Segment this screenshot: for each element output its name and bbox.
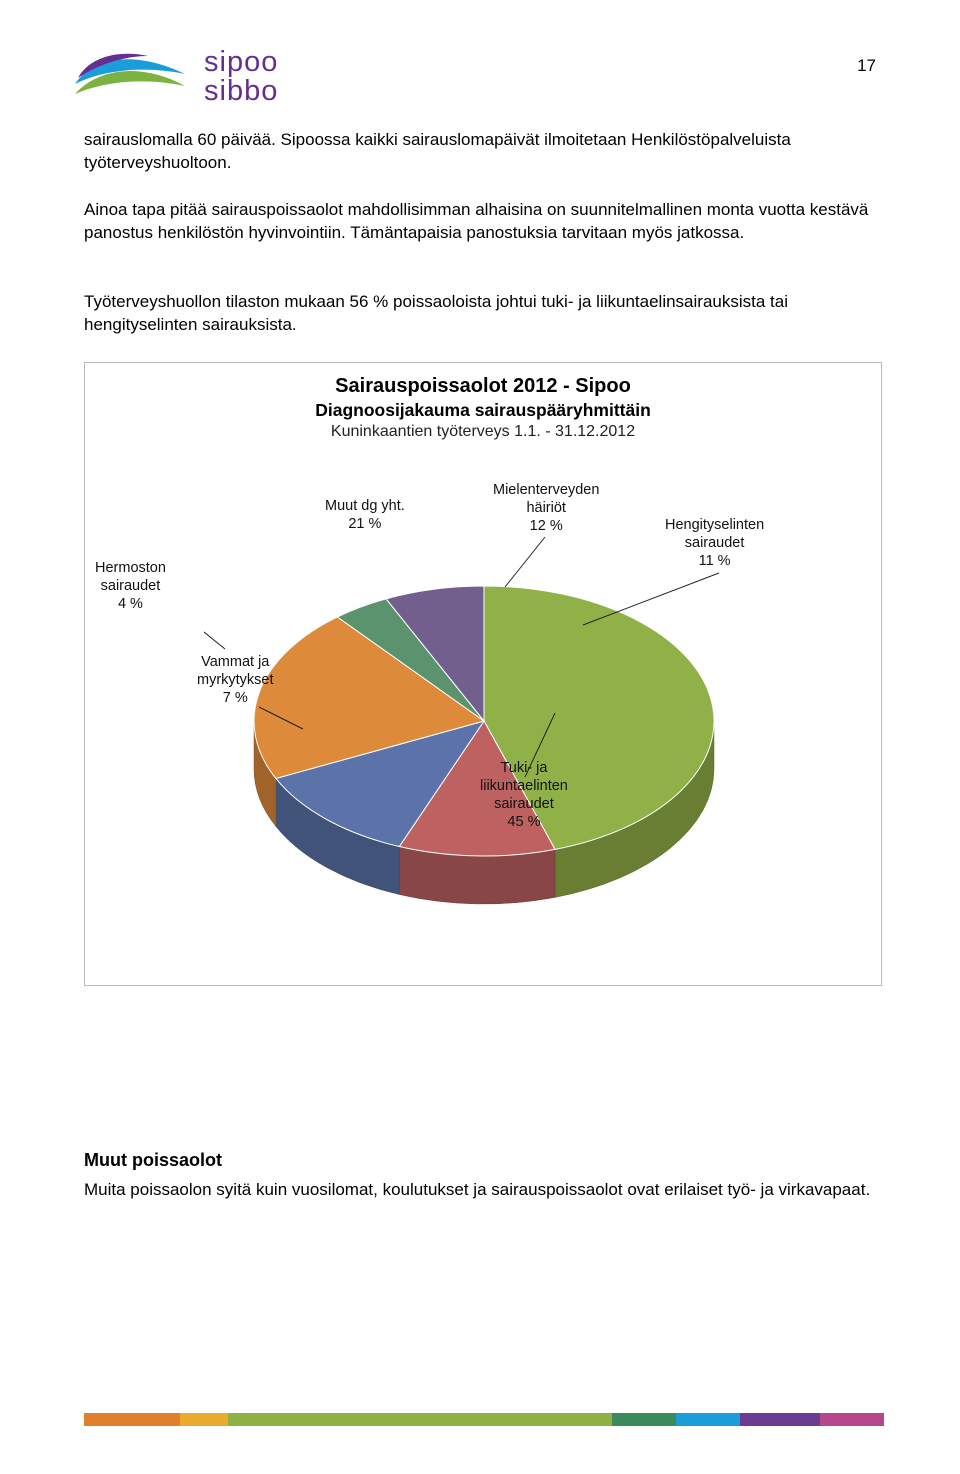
footer-segment <box>676 1413 740 1426</box>
footer-segment <box>180 1413 228 1426</box>
pie-area: Tuki- jaliikuntaelintensairaudet45 % Heng… <box>85 481 883 981</box>
leader-line <box>204 599 225 649</box>
paragraph-3: Työterveyshuollon tilaston mukaan 56 % p… <box>84 290 884 337</box>
logo-line1: sipoo <box>204 48 278 77</box>
footer-segment <box>612 1413 676 1426</box>
logo-line2: sibbo <box>204 77 278 106</box>
pie-chart-svg <box>204 511 764 951</box>
pie-label: Tuki- jaliikuntaelintensairaudet45 % <box>480 759 568 832</box>
pie-label: Mielenterveydenhäiriöt12 % <box>493 481 599 535</box>
pie-label: Hermostonsairaudet4 % <box>95 559 166 613</box>
chart-title-block: Sairauspoissaolot 2012 - Sipoo Diagnoosi… <box>85 375 881 441</box>
header: sipoo sibbo <box>70 44 278 110</box>
chart-title-2: Diagnoosijakauma sairauspääryhmittäin <box>85 400 881 421</box>
footer-color-bar <box>84 1413 884 1426</box>
pie-label: Hengityselintensairaudet11 % <box>665 516 764 570</box>
leader-line <box>583 573 719 625</box>
pie-label: Vammat jamyrkytykset7 % <box>197 653 274 707</box>
chart-title-3: Kuninkaantien työterveys 1.1. - 31.12.20… <box>85 423 881 441</box>
leader-line <box>505 537 545 587</box>
other-absences-heading: Muut poissaolot <box>84 1150 884 1171</box>
other-absences-text: Muita poissaolon syitä kuin vuosilomat, … <box>84 1178 884 1201</box>
sipoo-logo-swoosh-icon <box>70 44 190 110</box>
footer-segment <box>740 1413 820 1426</box>
page-number: 17 <box>857 56 876 76</box>
paragraph-1: sairauslomalla 60 päivää. Sipoossa kaikk… <box>84 128 884 175</box>
pie-chart-container: Sairauspoissaolot 2012 - Sipoo Diagnoosi… <box>84 362 882 986</box>
sipoo-logo-text: sipoo sibbo <box>204 48 278 106</box>
chart-title-1: Sairauspoissaolot 2012 - Sipoo <box>85 375 881 398</box>
footer-segment <box>84 1413 180 1426</box>
footer-segment <box>228 1413 612 1426</box>
footer-segment <box>820 1413 884 1426</box>
pie-label: Muut dg yht.21 % <box>325 497 405 533</box>
paragraph-2: Ainoa tapa pitää sairauspoissaolot mahdo… <box>84 198 884 245</box>
